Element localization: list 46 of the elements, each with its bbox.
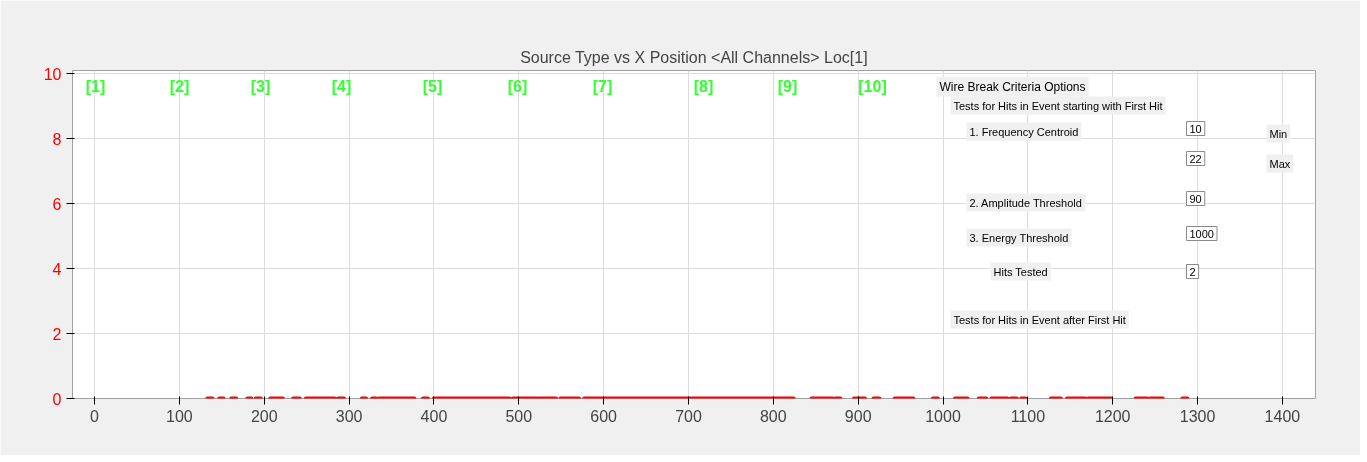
- annotation: [1]: [85, 78, 106, 95]
- x-tick-label: 200: [250, 407, 278, 425]
- annotation: Min: [1269, 127, 1288, 140]
- y-tick-label: 0: [52, 390, 62, 408]
- annotation: [4]: [331, 78, 352, 95]
- annotation: [2]: [169, 78, 190, 95]
- y-tick-label: 4: [52, 260, 62, 278]
- y-tick-label: 6: [52, 195, 62, 213]
- annotation: Tests for Hits in Event starting with First Hit: [953, 99, 1163, 112]
- y-tick-label: 10: [43, 65, 62, 83]
- annotation: Wire Break Criteria Options: [939, 79, 1086, 94]
- chart-title: Source Type vs X Position <All Channels> Loc[1]: [520, 48, 868, 66]
- x-tick-label: 300: [335, 407, 363, 425]
- x-tick-label: 100: [166, 407, 193, 425]
- annotation: [6]: [507, 78, 528, 95]
- annotation: [5]: [422, 78, 443, 95]
- annotation: 3. Energy Threshold: [969, 231, 1069, 244]
- annotation: Tests for Hits in Event after First Hit: [953, 313, 1126, 326]
- annotation: [9]: [777, 78, 798, 95]
- x-tick-label: 500: [505, 407, 533, 425]
- x-tick-label: 600: [590, 407, 618, 425]
- x-tick-label: 1000: [925, 407, 961, 425]
- annotation: [3]: [250, 78, 271, 95]
- annotation: Max: [1269, 157, 1291, 170]
- annotation: [7]: [592, 78, 613, 95]
- annotation: 22: [1189, 152, 1202, 165]
- x-tick-label: 700: [675, 407, 702, 425]
- annotation: 2. Amplitude Threshold: [969, 196, 1082, 209]
- annotation: [8]: [693, 78, 714, 95]
- x-tick-label: 0: [90, 407, 100, 425]
- x-tick-label: 1400: [1264, 407, 1301, 425]
- annotation: Hits Tested: [993, 265, 1048, 278]
- x-tick-label: 1100: [1010, 407, 1046, 425]
- annotation: [10]: [858, 78, 887, 95]
- annotation: 2: [1189, 265, 1196, 278]
- annotation: 1. Frequency Centroid: [969, 125, 1079, 138]
- annotation: 90: [1189, 192, 1202, 205]
- x-tick-label: 400: [420, 407, 448, 425]
- x-tick-label: 1200: [1094, 407, 1131, 425]
- y-tick-label: 2: [52, 325, 62, 343]
- annotation: 1000: [1189, 227, 1214, 240]
- y-tick-label: 8: [52, 130, 62, 148]
- annotation: 10: [1189, 122, 1202, 135]
- x-tick-label: 800: [759, 407, 787, 425]
- x-tick-label: 900: [844, 407, 872, 425]
- x-tick-label: 1300: [1179, 407, 1216, 425]
